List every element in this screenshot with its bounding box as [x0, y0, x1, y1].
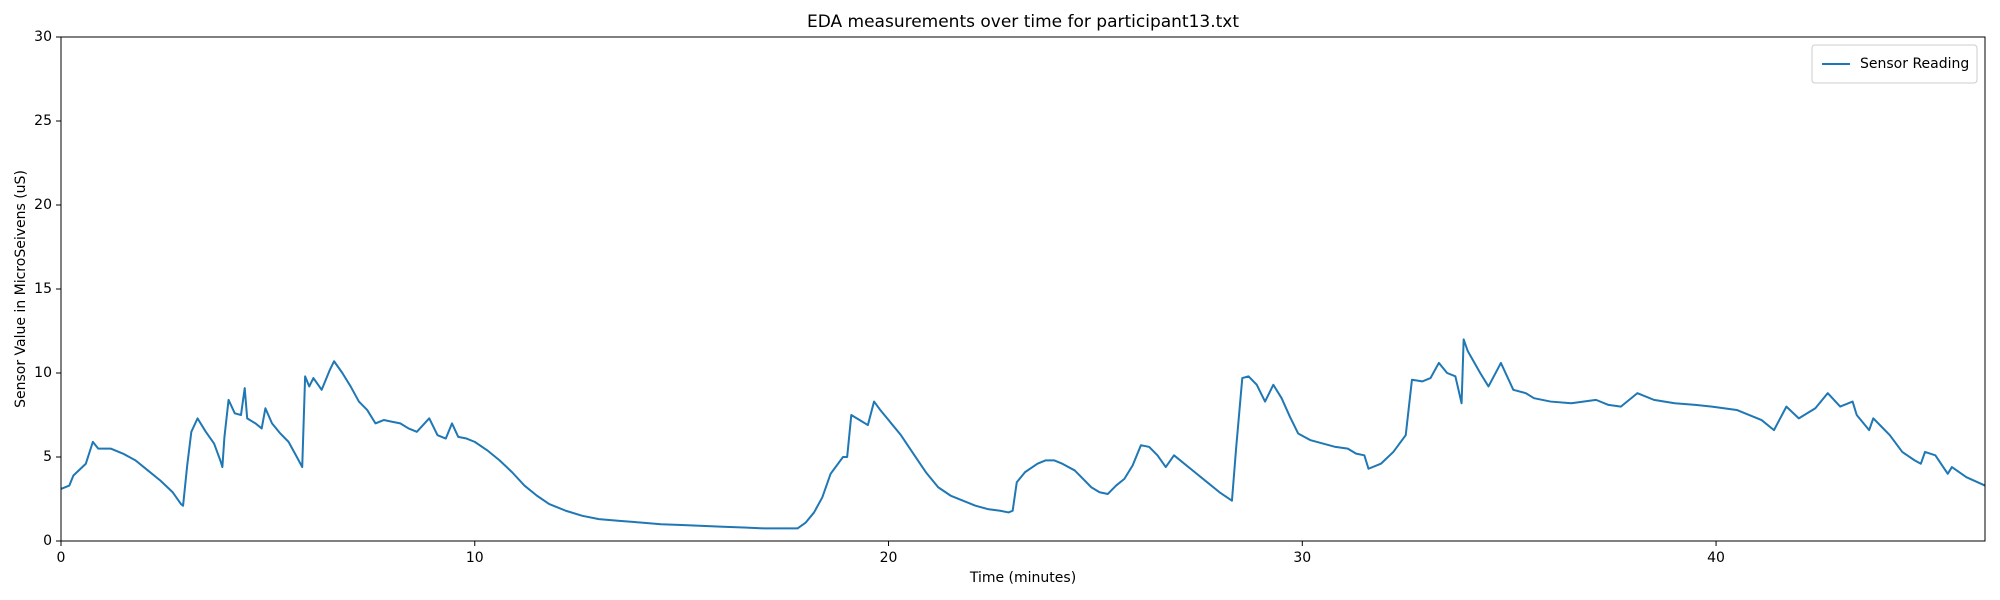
y-tick-label: 30: [34, 29, 52, 45]
x-tick-label: 20: [880, 550, 898, 566]
legend-label: Sensor Reading: [1860, 56, 1969, 72]
y-tick-label: 25: [34, 113, 52, 129]
plot-frame: [60, 36, 1986, 542]
x-axis-label: Time (minutes): [969, 570, 1076, 586]
data-line: [60, 338, 1986, 530]
y-axis-label: Sensor Value in MicroSeivens (uS): [13, 170, 29, 408]
y-tick-label: 10: [34, 365, 52, 381]
x-tick-label: 40: [1707, 550, 1725, 566]
y-tick-label: 20: [34, 197, 52, 213]
y-tick-label: 5: [43, 449, 52, 465]
x-tick-label: 0: [57, 550, 66, 566]
y-tick-label: 0: [43, 533, 52, 549]
y-tick-label: 15: [34, 281, 52, 297]
x-tick-label: 30: [1293, 550, 1311, 566]
chart-title: EDA measurements over time for participa…: [807, 12, 1239, 32]
legend-box: [1811, 44, 1978, 84]
x-tick-label: 10: [466, 550, 484, 566]
